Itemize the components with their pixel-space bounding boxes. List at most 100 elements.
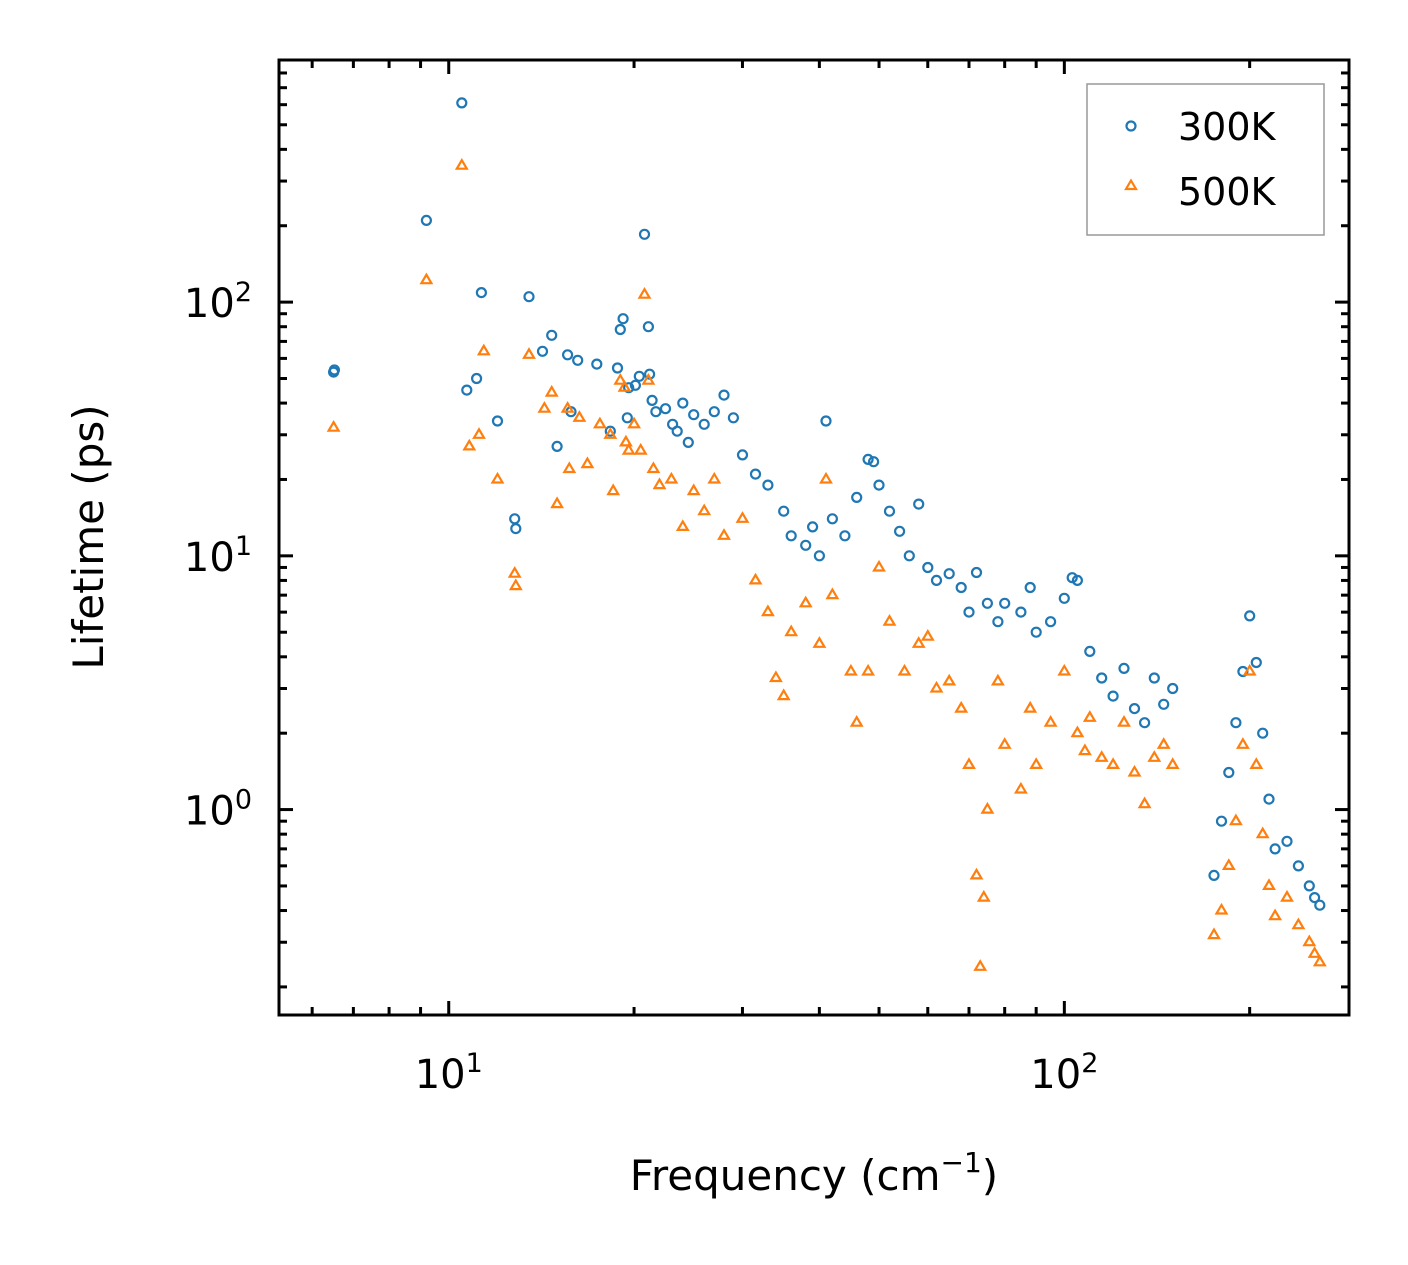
data-point-500k bbox=[849, 715, 864, 727]
data-point-500k bbox=[942, 673, 957, 686]
data-point-300k bbox=[1015, 606, 1027, 618]
data-point-300k bbox=[420, 214, 432, 226]
data-point-500k bbox=[572, 410, 587, 422]
data-point-500k bbox=[819, 471, 833, 484]
data-point-500k bbox=[920, 629, 935, 641]
data-point-500k bbox=[646, 461, 661, 474]
data-point-500k bbox=[748, 572, 763, 585]
data-point-300k bbox=[839, 530, 851, 542]
data-point-500k bbox=[664, 471, 679, 484]
data-point-300k bbox=[523, 291, 535, 303]
data-point-300k bbox=[623, 382, 635, 394]
data-point-300k bbox=[1167, 682, 1179, 695]
data-point-300k bbox=[591, 358, 603, 370]
data-point-300k bbox=[1292, 860, 1305, 872]
data-point-500k bbox=[641, 373, 656, 385]
data-point-500k bbox=[717, 528, 731, 540]
data-point-300k bbox=[1230, 717, 1242, 729]
data-point-500k bbox=[911, 636, 926, 648]
data-point-300k bbox=[992, 616, 1004, 628]
data-point-300k bbox=[1118, 662, 1130, 675]
data-point-300k bbox=[551, 440, 563, 452]
data-point-300k bbox=[1148, 672, 1160, 684]
data-point-500k bbox=[976, 889, 991, 902]
data-point-500k bbox=[686, 483, 701, 496]
data-point-300k bbox=[572, 354, 584, 366]
data-point-500k bbox=[633, 442, 648, 455]
data-point-500k bbox=[522, 347, 536, 359]
data-point-500k bbox=[980, 801, 995, 814]
data-point-300k bbox=[999, 597, 1011, 609]
data-point-500k bbox=[973, 959, 988, 971]
data-point-500k bbox=[1070, 725, 1085, 738]
data-point-500k bbox=[508, 578, 523, 591]
data-point-300k bbox=[698, 418, 710, 430]
data-point-500k bbox=[697, 503, 712, 516]
data-point-300k bbox=[614, 323, 626, 336]
data-point-500k bbox=[537, 401, 552, 413]
data-point-500k bbox=[843, 663, 858, 676]
data-point-500k bbox=[326, 420, 341, 432]
data-point-300k bbox=[862, 453, 874, 465]
data-point-300k bbox=[1096, 672, 1108, 684]
data-point-300k bbox=[922, 561, 934, 574]
data-point-500k bbox=[760, 604, 775, 617]
data-point-300k bbox=[1128, 702, 1141, 715]
data-point-300k bbox=[913, 498, 925, 510]
data-point-500k bbox=[652, 477, 667, 490]
data-point-500k bbox=[1156, 737, 1171, 749]
data-point-500k bbox=[798, 595, 813, 608]
data-point-300k bbox=[1107, 690, 1119, 702]
data-point-500k bbox=[603, 427, 618, 439]
data-point-500k bbox=[675, 519, 690, 532]
data-point-500k bbox=[861, 663, 876, 676]
data-point-500k bbox=[1023, 700, 1038, 713]
data-point-300k bbox=[1281, 835, 1293, 847]
data-point-500k bbox=[1147, 750, 1162, 762]
data-point-300k bbox=[536, 345, 549, 357]
data-point-500k bbox=[872, 559, 886, 572]
data-point-500k bbox=[1082, 710, 1097, 722]
series-300k bbox=[328, 97, 1326, 911]
data-point-500k bbox=[627, 416, 642, 429]
data-point-500k bbox=[606, 483, 621, 496]
data-point-300k bbox=[762, 479, 774, 491]
data-point-500k bbox=[637, 287, 652, 299]
data-point-300k bbox=[1058, 592, 1070, 604]
data-point-300k bbox=[682, 436, 694, 448]
x-axis-label: Frequency (cm−1) bbox=[630, 1146, 998, 1200]
y-tick-label: 101 bbox=[184, 531, 252, 581]
data-point-300k bbox=[642, 321, 655, 333]
data-point-300k bbox=[510, 522, 522, 535]
data-point-500k bbox=[962, 757, 976, 770]
data-point-500k bbox=[1228, 813, 1243, 826]
data-point-500k bbox=[1221, 858, 1236, 871]
data-point-300k bbox=[491, 415, 504, 427]
data-point-500k bbox=[560, 401, 575, 413]
data-point-300k bbox=[546, 329, 558, 341]
data-point-300k bbox=[461, 384, 473, 396]
data-point-500k bbox=[472, 427, 486, 439]
data-point-300k bbox=[1158, 698, 1170, 710]
data-point-500k bbox=[1106, 757, 1121, 770]
data-point-500k bbox=[454, 158, 469, 170]
data-point-300k bbox=[970, 566, 983, 579]
data-point-300k bbox=[883, 505, 896, 517]
data-point-300k bbox=[604, 425, 616, 437]
data-point-300k bbox=[903, 550, 915, 562]
data-point-500k bbox=[544, 384, 559, 397]
data-point-500k bbox=[954, 700, 969, 713]
data-point-300k bbox=[749, 468, 762, 480]
data-point-300k bbox=[1024, 581, 1036, 594]
data-point-300k bbox=[820, 415, 832, 427]
data-point-300k bbox=[718, 389, 730, 401]
data-point-300k bbox=[688, 409, 700, 421]
series-500k bbox=[326, 158, 1327, 971]
data-point-300k bbox=[867, 456, 880, 468]
data-point-300k bbox=[617, 313, 629, 325]
data-point-500k bbox=[1235, 737, 1250, 749]
data-point-300k bbox=[1314, 899, 1326, 911]
data-point-500k bbox=[592, 416, 607, 429]
data-point-500k bbox=[735, 511, 750, 523]
